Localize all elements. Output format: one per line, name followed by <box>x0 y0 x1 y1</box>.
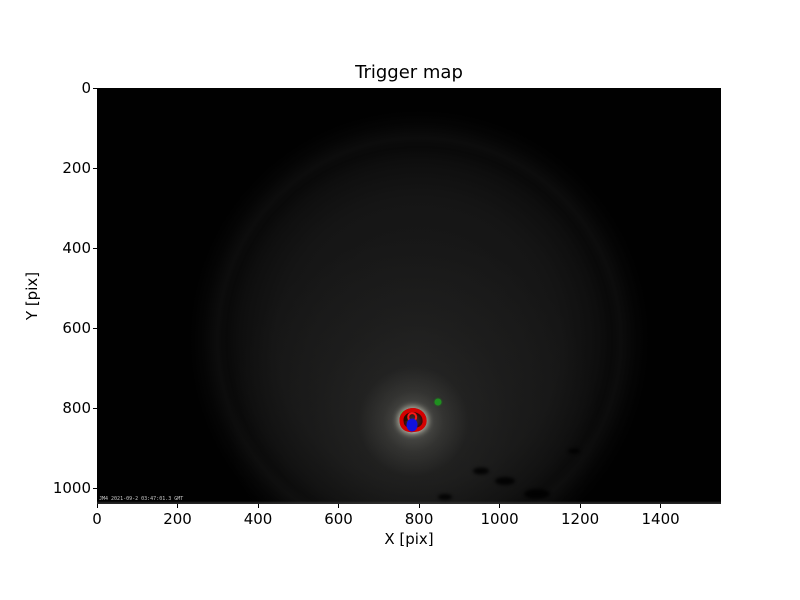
horizon-silhouette <box>437 494 452 501</box>
y-tick <box>93 167 97 169</box>
camera-timestamp-watermark: JM4 2021-09-2 03:47:01.3 GMT <box>99 496 184 502</box>
plot-area: JM4 2021-09-2 03:47:01.3 GMT <box>97 88 721 504</box>
y-tick-label: 1000 <box>52 479 91 497</box>
chart-title: Trigger map <box>355 62 463 83</box>
x-tick <box>579 504 581 508</box>
isolated-trigger-marker <box>434 398 442 406</box>
y-tick-label: 400 <box>62 239 91 257</box>
y-tick-label: 200 <box>62 159 91 177</box>
y-tick-label: 800 <box>62 399 91 417</box>
y-tick <box>93 487 97 489</box>
x-tick-label: 1400 <box>641 510 680 528</box>
horizon-silhouette <box>568 448 581 454</box>
x-tick <box>418 504 420 508</box>
y-tick <box>93 247 97 249</box>
horizon-silhouette <box>524 489 551 499</box>
x-tick <box>338 504 340 508</box>
x-tick <box>660 504 662 508</box>
y-tick-label: 0 <box>81 79 91 97</box>
y-tick-label: 600 <box>62 319 91 337</box>
x-axis-label: X [pix] <box>384 530 434 548</box>
horizon-silhouette <box>494 477 515 486</box>
y-tick <box>93 407 97 409</box>
horizon-silhouette <box>473 467 490 475</box>
x-tick-label: 800 <box>404 510 434 528</box>
x-tick-label: 1200 <box>561 510 600 528</box>
y-tick <box>93 327 97 329</box>
x-tick-label: 0 <box>92 510 102 528</box>
x-tick <box>257 504 259 508</box>
x-tick-label: 200 <box>163 510 192 528</box>
x-tick-label: 1000 <box>480 510 519 528</box>
x-tick-label: 600 <box>324 510 353 528</box>
x-tick <box>177 504 179 508</box>
x-tick <box>96 504 98 508</box>
y-tick <box>93 87 97 89</box>
x-tick-label: 400 <box>243 510 273 528</box>
x-tick <box>499 504 501 508</box>
